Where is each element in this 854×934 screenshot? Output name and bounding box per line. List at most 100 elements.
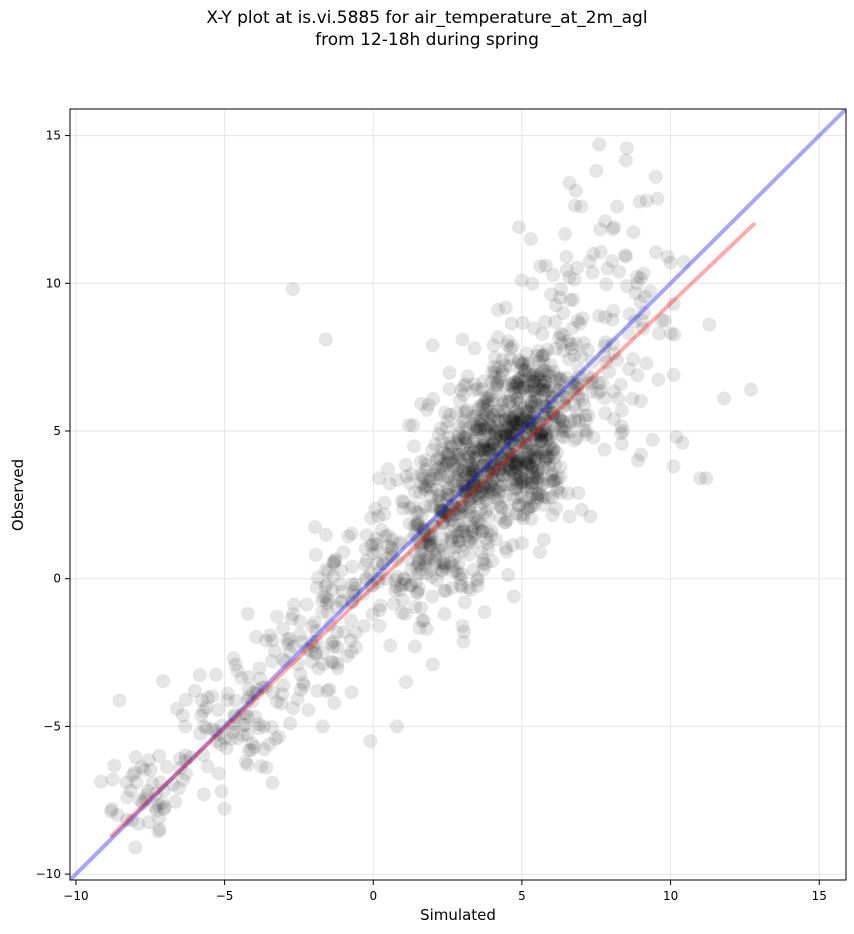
y-tick-label: 15: [46, 129, 61, 143]
scatter-point: [449, 452, 464, 467]
scatter-point: [466, 562, 481, 577]
scatter-point: [493, 457, 508, 472]
scatter-point: [451, 485, 466, 500]
scatter-point: [514, 469, 529, 484]
scatter-point: [469, 440, 484, 455]
scatter-point: [481, 464, 496, 479]
scatter-point: [421, 550, 436, 565]
scatter-point: [460, 369, 475, 384]
scatter-point: [266, 685, 280, 700]
scatter-point: [453, 451, 467, 466]
scatter-point: [309, 624, 324, 638]
scatter-point: [460, 402, 475, 417]
scatter-point: [253, 671, 268, 686]
scatter-point: [501, 431, 515, 446]
scatter-point: [440, 469, 455, 484]
scatter-point: [539, 423, 554, 438]
scatter-point: [531, 487, 546, 502]
scatter-point: [463, 470, 477, 485]
scatter-point: [490, 420, 505, 435]
scatter-point: [536, 476, 551, 491]
scatter-point: [449, 564, 464, 579]
scatter-point: [411, 567, 426, 582]
scatter-point: [520, 359, 535, 374]
scatter-point: [235, 728, 250, 743]
scatter-point: [636, 305, 651, 320]
scatter-point: [507, 380, 522, 395]
scatter-point: [542, 449, 557, 464]
scatter-point: [527, 431, 542, 446]
scatter-point: [504, 463, 519, 478]
scatter-point: [530, 398, 545, 413]
scatter-point: [444, 531, 459, 546]
scatter-point: [574, 502, 589, 517]
scatter-point: [119, 775, 134, 790]
scatter-point: [519, 346, 534, 361]
scatter-point: [411, 505, 426, 520]
scatter-point: [494, 397, 509, 412]
scatter-point: [485, 435, 500, 450]
scatter-point: [521, 447, 536, 462]
scatter-point: [410, 584, 425, 599]
scatter-point: [291, 657, 305, 672]
scatter-point: [559, 370, 574, 385]
scatter-point: [515, 415, 530, 430]
scatter-point: [419, 551, 434, 566]
scatter-point: [227, 716, 241, 731]
scatter-point: [409, 517, 424, 532]
scatter-point: [564, 341, 579, 356]
scatter-point: [451, 426, 466, 441]
scatter-point: [406, 418, 421, 433]
scatter-point: [230, 731, 245, 746]
scatter-point: [470, 422, 485, 437]
scatter-point: [524, 395, 539, 410]
scatter-point: [240, 727, 255, 742]
scatter-point: [521, 457, 536, 472]
scatter-point: [398, 457, 413, 472]
scatter-point: [493, 500, 508, 514]
scatter-point: [442, 382, 457, 397]
scatter-point: [575, 311, 590, 326]
scatter-point: [435, 503, 450, 518]
scatter-point: [449, 540, 464, 555]
scatter-point: [393, 583, 407, 598]
scatter-point: [535, 397, 550, 412]
scatter-point: [512, 407, 526, 422]
scatter-point: [453, 571, 468, 586]
scatter-point: [511, 396, 525, 411]
scatter-point: [525, 468, 540, 483]
scatter-point: [463, 494, 477, 509]
scatter-point: [521, 456, 536, 471]
scatter-point: [411, 553, 426, 568]
scatter-point: [498, 411, 513, 426]
scatter-point: [478, 557, 493, 572]
scatter-point: [591, 375, 606, 390]
scatter-point: [502, 448, 517, 463]
scatter-point: [171, 781, 186, 796]
scatter-point: [476, 562, 491, 577]
scatter-point: [473, 516, 488, 531]
scatter-point: [413, 535, 428, 550]
scatter-point: [525, 475, 539, 490]
scatter-point: [395, 593, 410, 608]
scatter-point: [633, 447, 648, 462]
scatter-point: [250, 682, 265, 697]
scatter-point: [495, 352, 510, 367]
scatter-point: [524, 417, 539, 431]
scatter-point: [299, 642, 314, 657]
scatter-point: [402, 516, 417, 531]
scatter-point: [506, 375, 521, 390]
scatter-point: [465, 456, 480, 471]
scatter-point: [259, 633, 274, 648]
scatter-point: [385, 532, 400, 547]
scatter-point: [441, 446, 456, 461]
scatter-point: [238, 718, 253, 732]
scatter-point: [529, 368, 544, 383]
scatter-point: [487, 432, 502, 447]
scatter-point: [481, 484, 496, 499]
scatter-point: [125, 768, 140, 783]
scatter-point: [569, 404, 584, 419]
scatter-point: [527, 321, 542, 336]
scatter-point: [545, 424, 560, 439]
scatter-point: [548, 370, 563, 385]
